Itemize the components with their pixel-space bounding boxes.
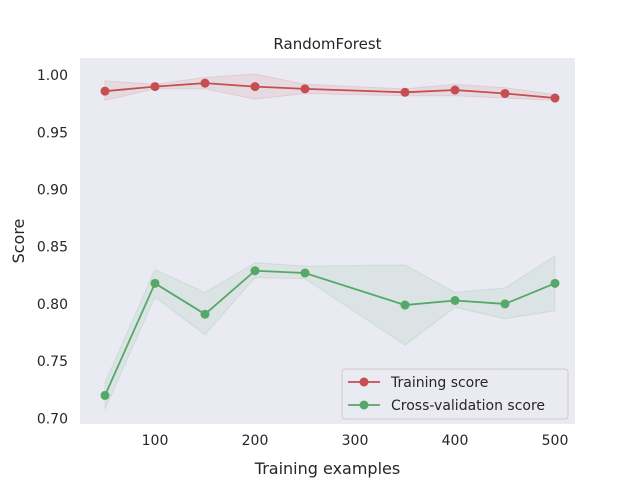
x-tick-label: 200 <box>242 433 269 449</box>
y-tick-label: 0.70 <box>37 411 68 427</box>
data-point-0-1 <box>150 82 160 92</box>
data-point-1-7 <box>500 299 510 309</box>
y-tick-label: 0.90 <box>37 183 68 199</box>
data-point-1-6 <box>450 295 460 305</box>
data-point-1-2 <box>200 309 210 319</box>
data-point-1-1 <box>150 278 160 288</box>
data-point-0-7 <box>500 88 510 98</box>
y-tick-label: 0.85 <box>37 240 68 256</box>
x-tick-label: 500 <box>542 433 569 449</box>
y-tick-label: 0.80 <box>37 297 68 313</box>
x-axis-ticks: 100 200 300 400 500 <box>142 433 569 449</box>
data-point-0-2 <box>200 78 210 88</box>
x-tick-label: 100 <box>142 433 169 449</box>
chart-title: RandomForest <box>273 35 381 53</box>
legend-marker-training <box>359 377 369 387</box>
y-tick-label: 1.00 <box>37 68 68 84</box>
data-point-1-4 <box>300 268 310 278</box>
legend-label-training: Training score <box>390 375 488 391</box>
x-tick-label: 400 <box>442 433 469 449</box>
y-tick-label: 0.75 <box>37 354 68 370</box>
data-point-0-5 <box>400 87 410 97</box>
data-point-1-5 <box>400 300 410 310</box>
y-axis-label: Score <box>9 219 28 264</box>
confidence-band-1 <box>104 254 556 410</box>
data-point-1-0 <box>100 390 110 400</box>
legend-box <box>341 368 569 420</box>
data-point-0-3 <box>250 82 260 92</box>
y-axis-ticks: 0.70 0.75 0.80 0.85 0.90 0.95 1.00 <box>37 68 68 427</box>
legend: Training score Cross-validation score <box>341 368 569 420</box>
data-point-1-3 <box>250 266 260 276</box>
data-point-0-6 <box>450 85 460 95</box>
x-axis-label: Training examples <box>254 459 400 478</box>
data-point-1-8 <box>550 278 560 288</box>
data-point-0-4 <box>300 84 310 94</box>
legend-marker-cv <box>359 400 369 410</box>
data-point-0-0 <box>100 86 110 96</box>
data-point-0-8 <box>550 93 560 103</box>
legend-label-cv: Cross-validation score <box>391 398 545 414</box>
y-tick-label: 0.95 <box>37 125 68 141</box>
x-tick-label: 300 <box>342 433 369 449</box>
plot-area <box>80 58 575 424</box>
series-points <box>100 78 560 400</box>
